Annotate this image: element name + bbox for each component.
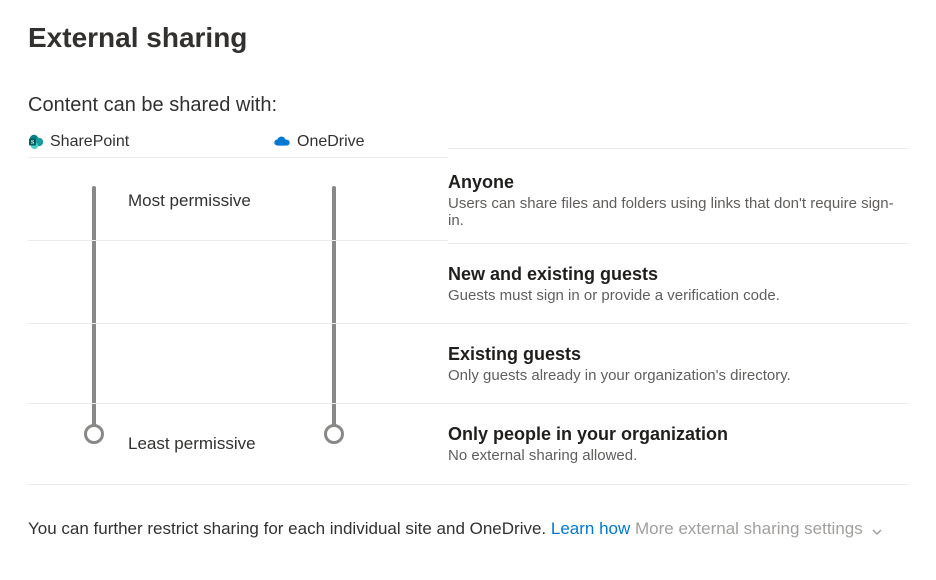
level-desc-existing: Only guests already in your organization…	[448, 367, 908, 384]
onedrive-header: OneDrive	[273, 133, 448, 151]
more-external-sharing-settings-toggle[interactable]: More external sharing settings	[635, 519, 883, 539]
content-shared-with-label: Content can be shared with:	[28, 94, 908, 117]
level-desc-new-existing: Guests must sign in or provide a verific…	[448, 287, 908, 304]
most-permissive-label: Most permissive	[28, 191, 273, 211]
page-title: External sharing	[28, 22, 908, 54]
level-title-new-existing: New and existing guests	[448, 264, 908, 285]
level-title-existing: Existing guests	[448, 344, 908, 365]
chevron-down-icon	[871, 523, 883, 535]
level-desc-anyone: Users can share files and folders using …	[448, 195, 908, 229]
onedrive-label: OneDrive	[297, 133, 365, 151]
level-title-anyone: Anyone	[448, 172, 908, 193]
level-desc-org-only: No external sharing allowed.	[448, 447, 908, 464]
sharepoint-header: S SharePoint	[28, 133, 273, 151]
more-settings-label: More external sharing settings	[635, 519, 863, 539]
level-title-org-only: Only people in your organization	[448, 424, 908, 445]
least-permissive-label: Least permissive	[28, 434, 273, 454]
learn-how-link[interactable]: Learn how	[551, 519, 630, 538]
onedrive-icon	[273, 135, 291, 149]
sharepoint-label: SharePoint	[50, 133, 129, 151]
footer-text: You can further restrict sharing for eac…	[28, 519, 551, 538]
sharepoint-icon: S	[28, 134, 44, 150]
